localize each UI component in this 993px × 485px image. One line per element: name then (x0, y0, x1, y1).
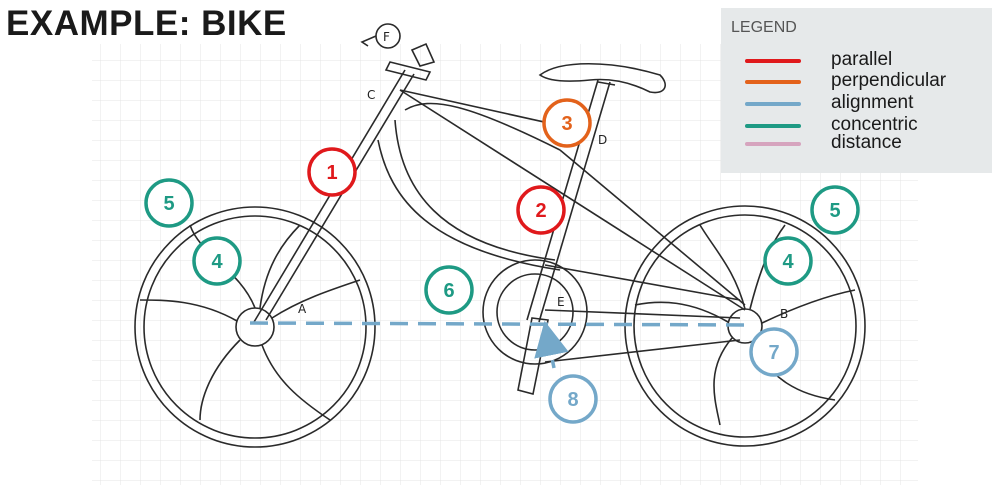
legend-label-parallel: parallel (831, 49, 893, 70)
point-label-f: F (383, 30, 390, 44)
page-title: EXAMPLE: BIKE (6, 4, 287, 43)
svg-text:3: 3 (561, 113, 572, 135)
alignment-arrow (534, 320, 569, 369)
point-label-e: E (557, 295, 565, 309)
point-label-d: D (598, 133, 607, 147)
svg-text:8: 8 (567, 389, 578, 411)
legend-item-perpendicular: perpendicular (731, 70, 986, 92)
badge-perpendicular-3: 3 (542, 98, 592, 148)
badge-alignment-8: 8 (548, 374, 598, 424)
badge-concentric-6: 6 (424, 265, 474, 315)
point-label-c: C (367, 88, 375, 102)
legend-swatch-distance (745, 142, 801, 146)
svg-text:7: 7 (768, 342, 779, 364)
point-label-a: A (298, 302, 307, 316)
legend-label-distance: distance (831, 132, 902, 153)
legend-item-alignment: alignment (731, 92, 986, 114)
svg-text:1: 1 (326, 162, 337, 184)
legend-swatch-parallel (745, 59, 801, 63)
legend-item-concentric: concentric (731, 114, 986, 136)
legend: LEGEND parallel perpendicular alignment … (721, 8, 992, 173)
badge-concentric-5-rear: 5 (810, 185, 860, 235)
legend-swatch-perpendicular (745, 80, 801, 84)
svg-text:5: 5 (829, 200, 840, 222)
badge-concentric-4-rear: 4 (763, 236, 813, 286)
svg-text:2: 2 (535, 200, 546, 222)
badge-concentric-4-front: 4 (192, 236, 242, 286)
front-wheel (134, 206, 376, 448)
svg-text:5: 5 (163, 193, 174, 215)
legend-swatch-alignment (745, 102, 801, 106)
svg-text:6: 6 (443, 280, 454, 302)
legend-item-distance: distance (731, 132, 986, 154)
legend-label-concentric: concentric (831, 114, 918, 135)
point-label-b: B (780, 307, 788, 321)
svg-text:4: 4 (782, 251, 794, 273)
svg-text:4: 4 (211, 251, 223, 273)
badge-parallel-1: 1 (307, 147, 357, 197)
legend-label-alignment: alignment (831, 92, 914, 113)
legend-title: LEGEND (731, 19, 797, 36)
legend-item-parallel: parallel (731, 49, 986, 71)
badge-concentric-5-front: 5 (144, 178, 194, 228)
legend-label-perpendicular: perpendicular (831, 70, 947, 91)
legend-swatch-concentric (745, 124, 801, 128)
badge-parallel-2: 2 (516, 185, 566, 235)
badge-alignment-7: 7 (749, 327, 799, 377)
